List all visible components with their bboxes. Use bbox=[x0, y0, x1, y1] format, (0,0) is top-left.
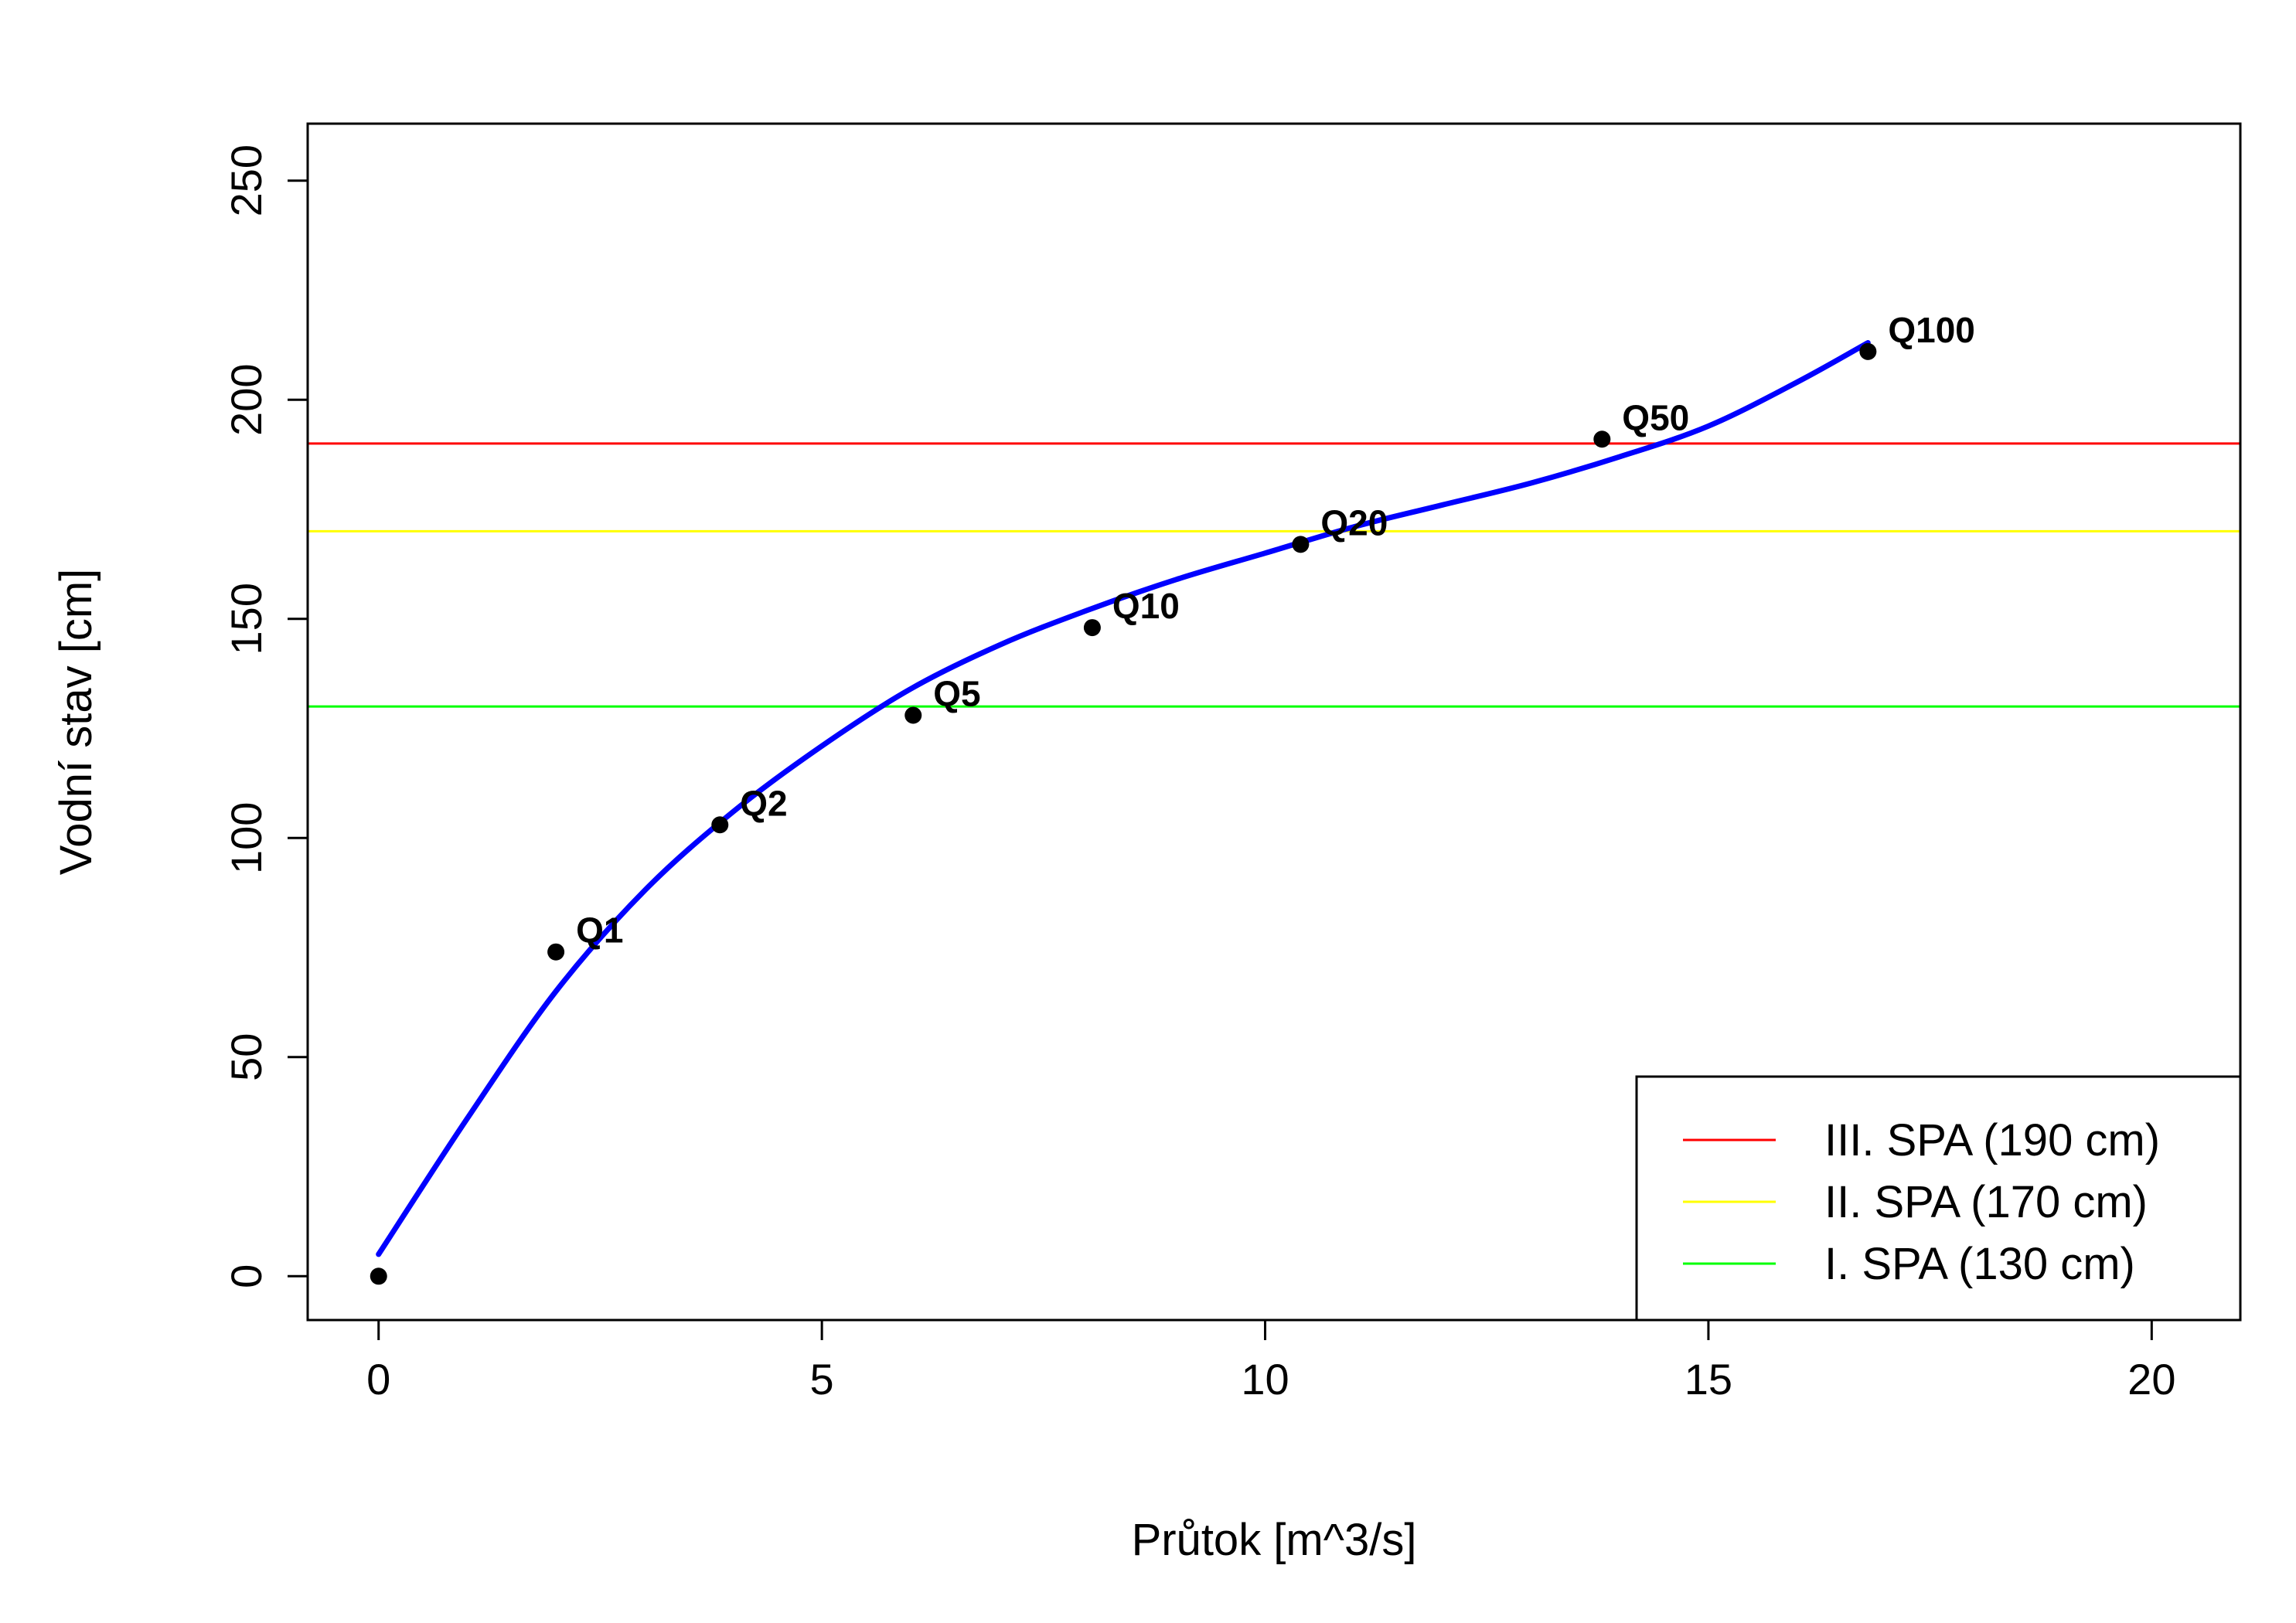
data-point-5 bbox=[1292, 536, 1310, 553]
x-tick-label-10: 10 bbox=[1241, 1355, 1289, 1404]
x-tick-label-20: 20 bbox=[2127, 1355, 2175, 1404]
x-tick-label-5: 5 bbox=[810, 1355, 834, 1404]
point-label-q1: Q1 bbox=[576, 910, 623, 951]
legend-label-0: III. SPA (190 cm) bbox=[1824, 1115, 2160, 1165]
data-point-6 bbox=[1593, 430, 1611, 448]
x-tick-label-0: 0 bbox=[366, 1355, 390, 1404]
point-label-q50: Q50 bbox=[1622, 397, 1689, 437]
y-tick-label-50: 50 bbox=[222, 1033, 271, 1081]
legend-box bbox=[1635, 1075, 2242, 1322]
data-point-1 bbox=[547, 943, 565, 961]
data-point-3 bbox=[904, 706, 922, 724]
y-tick-label-200: 200 bbox=[222, 364, 271, 436]
data-point-0 bbox=[370, 1267, 387, 1285]
y-tick-label-100: 100 bbox=[222, 802, 271, 874]
data-point-7 bbox=[1859, 342, 1877, 360]
point-label-q5: Q5 bbox=[933, 673, 980, 713]
y-tick-label-250: 250 bbox=[222, 145, 271, 216]
legend: III. SPA (190 cm) II. SPA (170 cm) I. SPA … bbox=[1635, 1075, 2242, 1322]
x-axis-title: Průtok [m^3/s] bbox=[1132, 1515, 1417, 1565]
y-axis: 0 50 100 150 200 250 bbox=[222, 145, 309, 1288]
y-tick-label-150: 150 bbox=[222, 583, 271, 655]
point-label-q2: Q2 bbox=[740, 783, 787, 823]
y-axis-title: Vodní stav [cm] bbox=[51, 569, 101, 876]
x-axis: 0 5 10 15 20 bbox=[366, 1318, 2175, 1404]
point-label-q100: Q100 bbox=[1888, 310, 1975, 350]
fit-curve bbox=[376, 340, 1871, 1257]
data-point-2 bbox=[711, 816, 729, 834]
fit-curve-layer bbox=[376, 340, 1871, 1257]
threshold-lines bbox=[308, 442, 2240, 708]
data-points: Q1 Q2 Q5 Q10 Q20 Q50 Q100 bbox=[370, 310, 1975, 1285]
data-point-4 bbox=[1083, 619, 1101, 637]
point-label-q20: Q20 bbox=[1320, 502, 1388, 543]
legend-label-2: I. SPA (130 cm) bbox=[1824, 1239, 2135, 1289]
legend-label-1: II. SPA (170 cm) bbox=[1824, 1177, 2148, 1227]
x-tick-label-15: 15 bbox=[1685, 1355, 1732, 1404]
point-label-q10: Q10 bbox=[1112, 586, 1180, 626]
y-tick-label-0: 0 bbox=[222, 1264, 271, 1288]
plot-frame bbox=[306, 122, 2242, 1322]
